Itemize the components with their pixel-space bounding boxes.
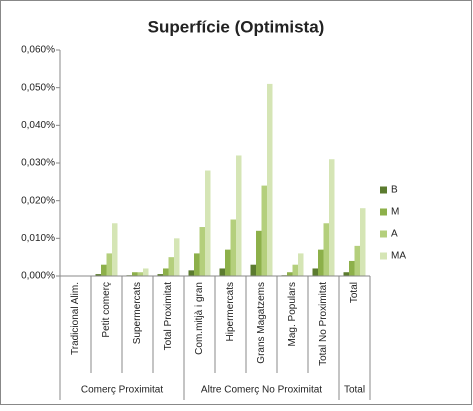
bar (199, 227, 205, 276)
bar (287, 272, 293, 276)
bar (230, 219, 236, 276)
bar (174, 238, 180, 276)
x-tick-label: Tradicional Alim. (70, 282, 81, 355)
legend-swatch (380, 230, 387, 238)
bar (360, 208, 366, 276)
y-tick-label: 0,030% (21, 158, 55, 169)
x-tick-label: Mag. Populars (287, 282, 298, 346)
bar (225, 249, 231, 276)
bar (137, 272, 143, 276)
group-label: Altre Comerç No Proximitat (201, 385, 322, 396)
bar (101, 264, 107, 276)
y-tick-label: 0,040% (21, 120, 55, 131)
bar (95, 274, 101, 276)
bar (194, 253, 200, 276)
y-tick-label: 0,000% (21, 271, 55, 282)
y-tick-label: 0,050% (21, 82, 55, 93)
x-tick-label: Total Proximitat (163, 282, 174, 351)
bar (112, 223, 118, 276)
bar (343, 272, 349, 276)
chart-title: Superfície (Optimista) (148, 17, 325, 36)
bar (256, 230, 262, 276)
legend-swatch (380, 252, 387, 260)
x-tick-label: Hipermercats (225, 282, 236, 341)
bar (188, 270, 194, 276)
bar (132, 272, 138, 276)
legend-swatch (380, 186, 387, 194)
bar (236, 155, 242, 276)
group-label: Total (344, 385, 365, 396)
bar (323, 223, 329, 276)
bar (312, 268, 318, 276)
bar (318, 249, 324, 276)
legend-swatch (380, 208, 387, 216)
bar (292, 264, 298, 276)
legend-label: MA (391, 251, 406, 262)
x-tick-label: Total No Proximitat (318, 282, 329, 366)
bar (205, 170, 211, 276)
bar (219, 268, 225, 276)
bar (163, 268, 169, 276)
y-tick-label: 0,010% (21, 233, 55, 244)
x-tick-label: Com.mitjà i gran (194, 282, 205, 355)
legend-label: A (391, 229, 398, 240)
bar (143, 268, 149, 276)
x-tick-label: Petit comerç (101, 282, 112, 338)
bar (250, 264, 256, 276)
bar (349, 260, 355, 276)
legend-label: B (391, 185, 398, 196)
bar (298, 253, 304, 276)
x-tick-label: Supermercats (132, 282, 143, 344)
y-tick-label: 0,060% (21, 45, 55, 56)
bar (267, 83, 273, 277)
bar (157, 274, 163, 276)
bar (261, 185, 267, 276)
x-tick-label: Total (349, 282, 360, 303)
bar (329, 159, 335, 276)
bar (168, 257, 174, 276)
legend-label: M (391, 207, 399, 218)
y-tick-label: 0,020% (21, 195, 55, 206)
group-label: Comerç Proximitat (81, 385, 163, 396)
bar (106, 253, 112, 276)
x-tick-label: Grans Magatzems (256, 282, 267, 364)
bar (354, 245, 360, 276)
